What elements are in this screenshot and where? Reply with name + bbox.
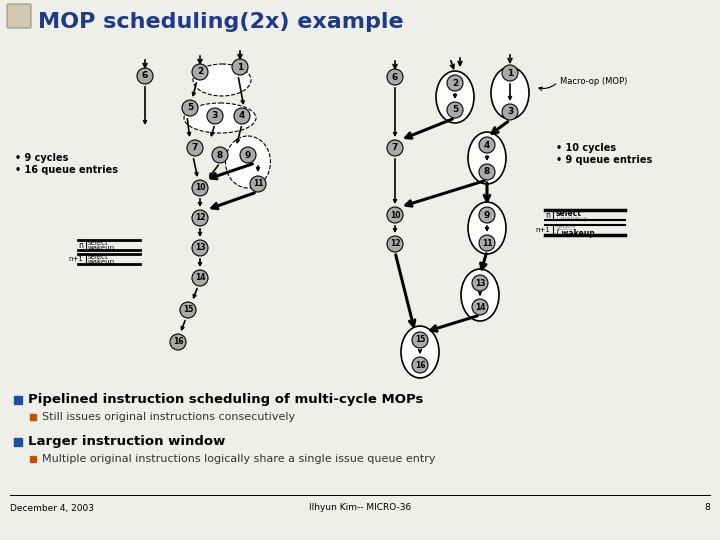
Circle shape (234, 108, 250, 124)
Ellipse shape (461, 269, 499, 321)
Text: 6: 6 (392, 72, 398, 82)
Text: 10: 10 (390, 211, 400, 219)
Text: select: select (556, 226, 577, 232)
Text: 4: 4 (239, 111, 246, 120)
Circle shape (387, 236, 403, 252)
Circle shape (207, 108, 223, 124)
Circle shape (240, 147, 256, 163)
Text: 2: 2 (197, 68, 203, 77)
Text: 5: 5 (187, 104, 193, 112)
Ellipse shape (491, 67, 529, 119)
Circle shape (180, 302, 196, 318)
Circle shape (187, 140, 203, 156)
Circle shape (479, 164, 495, 180)
Text: 14: 14 (194, 273, 205, 282)
Circle shape (412, 357, 428, 373)
Circle shape (250, 176, 266, 192)
Text: • 9 cycles: • 9 cycles (15, 153, 68, 163)
Text: 9: 9 (484, 211, 490, 219)
Circle shape (387, 207, 403, 223)
Ellipse shape (468, 202, 506, 254)
Text: 11: 11 (482, 239, 492, 247)
Text: select: select (88, 254, 109, 260)
Text: 3: 3 (212, 111, 218, 120)
Circle shape (447, 102, 463, 118)
Text: 12: 12 (390, 240, 400, 248)
Ellipse shape (468, 132, 506, 184)
Text: 8: 8 (484, 167, 490, 177)
Circle shape (502, 104, 518, 120)
Circle shape (232, 59, 248, 75)
Text: 14: 14 (474, 302, 485, 312)
Circle shape (192, 240, 208, 256)
Text: / wakeup: / wakeup (556, 229, 595, 238)
Text: 9: 9 (245, 151, 251, 159)
Text: 15: 15 (183, 306, 193, 314)
Text: n: n (545, 211, 550, 219)
Circle shape (479, 235, 495, 251)
Text: Still issues original instructions consecutively: Still issues original instructions conse… (42, 412, 295, 422)
Circle shape (387, 69, 403, 85)
Circle shape (412, 332, 428, 348)
Text: Pipelined instruction scheduling of multi-cycle MOPs: Pipelined instruction scheduling of mult… (28, 394, 423, 407)
Text: • 10 cycles: • 10 cycles (556, 143, 616, 153)
Circle shape (479, 207, 495, 223)
Text: MOP scheduling(2x) example: MOP scheduling(2x) example (38, 12, 404, 32)
Ellipse shape (401, 326, 439, 378)
Text: 6: 6 (142, 71, 148, 80)
Text: / wakeup: / wakeup (556, 215, 588, 221)
Circle shape (502, 65, 518, 81)
Text: 1: 1 (237, 63, 243, 71)
Text: Larger instruction window: Larger instruction window (28, 435, 225, 449)
Text: select: select (88, 240, 109, 246)
Ellipse shape (193, 64, 251, 96)
Circle shape (192, 180, 208, 196)
Text: 16: 16 (415, 361, 426, 369)
Text: n: n (78, 240, 83, 249)
FancyBboxPatch shape (7, 4, 31, 28)
Text: 11: 11 (253, 179, 264, 188)
Text: 2: 2 (452, 78, 458, 87)
Ellipse shape (184, 103, 256, 133)
Text: wakeup: wakeup (88, 259, 115, 265)
Text: 8: 8 (704, 503, 710, 512)
Circle shape (170, 334, 186, 350)
Text: 13: 13 (194, 244, 205, 253)
Text: 12: 12 (194, 213, 205, 222)
Circle shape (192, 210, 208, 226)
Circle shape (479, 137, 495, 153)
Text: wakeup: wakeup (88, 245, 115, 251)
Text: 8: 8 (217, 151, 223, 159)
Text: 4: 4 (484, 140, 490, 150)
Text: n+1: n+1 (535, 227, 550, 233)
Text: 16: 16 (173, 338, 184, 347)
Text: n+1: n+1 (68, 256, 83, 262)
Circle shape (212, 147, 228, 163)
Text: 3: 3 (507, 107, 513, 117)
Text: select: select (556, 209, 582, 218)
Text: • 9 queue entries: • 9 queue entries (556, 155, 652, 165)
Circle shape (447, 75, 463, 91)
Text: 7: 7 (392, 144, 398, 152)
Text: 15: 15 (415, 335, 426, 345)
Text: 1: 1 (507, 69, 513, 78)
Text: Ilhyun Kim-- MICRO-36: Ilhyun Kim-- MICRO-36 (309, 503, 411, 512)
Text: Multiple original instructions logically share a single issue queue entry: Multiple original instructions logically… (42, 454, 436, 464)
Text: 10: 10 (194, 184, 205, 192)
Text: • 16 queue entries: • 16 queue entries (15, 165, 118, 175)
Circle shape (472, 299, 488, 315)
Circle shape (137, 68, 153, 84)
Text: Macro-op (MOP): Macro-op (MOP) (560, 78, 627, 86)
Text: December 4, 2003: December 4, 2003 (10, 503, 94, 512)
Circle shape (472, 275, 488, 291)
Text: 5: 5 (452, 105, 458, 114)
Ellipse shape (436, 71, 474, 123)
Circle shape (182, 100, 198, 116)
Text: 13: 13 (474, 279, 485, 287)
Circle shape (387, 140, 403, 156)
Circle shape (192, 270, 208, 286)
Circle shape (192, 64, 208, 80)
Text: 7: 7 (192, 144, 198, 152)
Ellipse shape (225, 136, 271, 188)
